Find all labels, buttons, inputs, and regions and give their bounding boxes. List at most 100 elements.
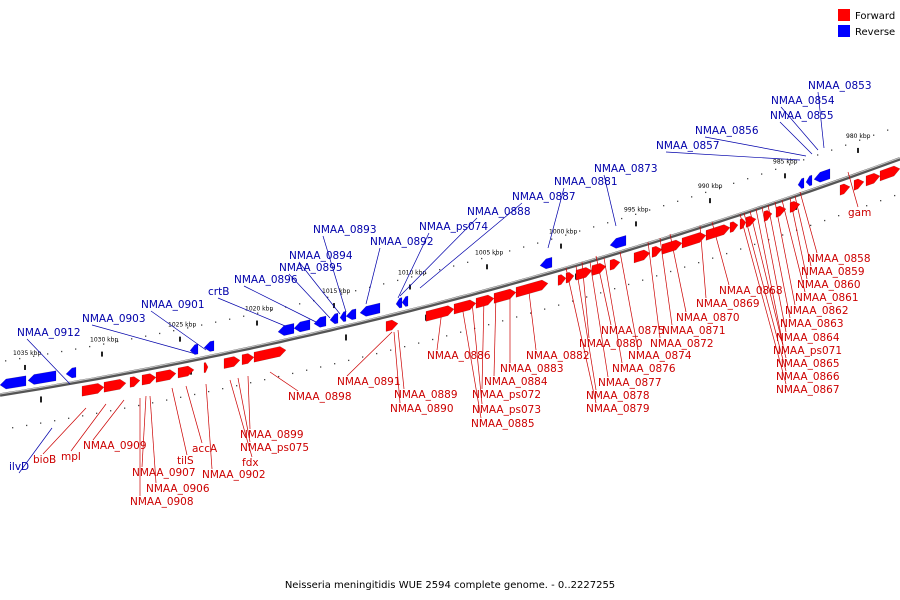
guide-dot-lower	[12, 427, 14, 429]
kbp-tick-mark	[24, 364, 26, 370]
forward-leader-line	[761, 206, 787, 333]
guide-dot-upper	[719, 187, 721, 189]
forward-leader-line	[149, 395, 157, 484]
guide-dot-upper	[495, 254, 497, 256]
guide-dot-lower	[278, 375, 280, 378]
reverse-gene-label: NMAA_0887	[512, 191, 576, 203]
reverse-leader-line	[91, 324, 197, 355]
reverse-leader-line	[547, 187, 565, 249]
guide-dot-upper	[215, 321, 217, 323]
tick-layer: 980 kbp 985 kbp 990 kbp 995 kbp 1000 kbp 1005…	[5, 129, 896, 429]
forward-gene-label: NMAA_0898	[288, 391, 352, 403]
forward-leader-line	[743, 212, 787, 372]
kbp-tick-label: 1005 kbp	[475, 249, 503, 256]
guide-dot-lower	[124, 407, 126, 409]
forward-gene-label: NMAA_ps073	[472, 404, 541, 416]
guide-dot-lower	[880, 200, 882, 202]
forward-gene-arrow	[241, 353, 255, 366]
forward-gene-label: NMAA_0872	[650, 338, 714, 350]
reverse-leader-line	[397, 232, 430, 299]
forward-leader-line	[739, 213, 787, 385]
guide-dot-upper	[411, 276, 413, 278]
forward-gene-arrow	[775, 205, 787, 218]
forward-gene-arrow	[729, 221, 739, 233]
forward-gene-label: NMAA_0871	[662, 325, 726, 337]
forward-gene-arrow	[745, 215, 757, 228]
guide-dot-lower	[642, 279, 644, 281]
reverse-gene-label: NMAA_0903	[82, 313, 146, 325]
reverse-leader-line	[704, 136, 807, 157]
reverse-leader-line	[150, 310, 207, 351]
guide-dot-upper	[5, 360, 7, 362]
reverse-gene-label: ilvD	[9, 461, 29, 473]
forward-leader-line	[767, 204, 791, 319]
guide-dot-lower	[40, 422, 42, 424]
forward-gene-arrow	[661, 239, 683, 255]
guide-dot-upper	[747, 178, 749, 180]
forward-gene-arrow	[385, 319, 399, 332]
kbp-tick-label: 1000 kbp	[549, 229, 577, 236]
guide-dot-upper	[453, 265, 455, 267]
guide-dot-lower	[334, 363, 336, 365]
guide-dot-upper	[565, 234, 567, 236]
guide-dot-lower	[810, 224, 812, 227]
forward-gene-arrow	[565, 271, 575, 284]
reverse-gene-label: NMAA_0853	[808, 80, 872, 92]
guide-dot-upper	[579, 230, 581, 232]
guide-dot-lower	[138, 404, 140, 407]
kbp-tick-label: 1020 kbp	[245, 306, 273, 313]
kbp-tick-mark	[333, 303, 335, 309]
guide-dot-lower	[754, 243, 756, 246]
guide-dot-upper	[523, 246, 525, 248]
reverse-gene-arrow	[359, 302, 381, 317]
forward-gene-arrow	[177, 365, 195, 379]
guide-dot-upper	[607, 222, 609, 224]
forward-leader-line	[749, 210, 787, 359]
reverse-leader-line	[780, 106, 819, 151]
reverse-gene-label: NMAA_0873	[594, 163, 658, 175]
forward-gene-label: NMAA_0890	[390, 403, 454, 415]
guide-dot-upper	[789, 163, 791, 166]
forward-leader-line	[397, 329, 405, 390]
forward-gene-label: NMAA_0886	[427, 350, 491, 362]
forward-leader-line	[247, 375, 251, 430]
forward-leader-line	[603, 257, 623, 364]
kbp-tick-mark	[486, 264, 488, 270]
kbp-tick-label: 1015 kbp	[322, 288, 350, 295]
forward-gene-arrow	[129, 376, 141, 388]
forward-gene-label: NMAA_0909	[83, 440, 147, 452]
reverse-leader-line	[298, 261, 341, 315]
forward-gene-label: NMAA_0874	[628, 350, 692, 362]
forward-leader-line	[527, 283, 537, 351]
forward-gene-arrow	[681, 232, 707, 249]
forward-leader-line	[70, 403, 107, 452]
forward-leader-line	[42, 407, 87, 455]
guide-dot-upper	[761, 173, 763, 175]
guide-dot-upper	[159, 332, 161, 335]
forward-gene-arrow	[203, 362, 209, 374]
kbp-tick-mark	[709, 198, 711, 204]
forward-leader-line	[269, 371, 299, 392]
reverse-leader-line	[399, 217, 478, 297]
forward-gene-arrow	[879, 165, 900, 182]
guide-dot-lower	[432, 338, 434, 341]
guide-dot-lower	[362, 356, 364, 358]
reverse-gene-arrow	[313, 315, 327, 328]
reverse-leader-line	[817, 91, 825, 149]
forward-leader-line	[774, 201, 796, 306]
guide-dot-lower	[54, 420, 56, 422]
guide-dot-lower	[96, 412, 98, 414]
forward-gene-label: gam	[848, 207, 871, 219]
leader-lines	[18, 91, 859, 496]
guide-dot-lower	[502, 320, 504, 322]
forward-gene-arrow	[575, 267, 593, 281]
forward-gene-label: NMAA_0860	[797, 279, 861, 291]
reverse-gene-label: crtB	[208, 286, 229, 298]
forward-gene-label: NMAA_0868	[719, 285, 783, 297]
reverse-gene-arrow	[0, 375, 27, 390]
guide-dot-upper	[397, 279, 399, 282]
guide-dot-lower	[348, 359, 350, 362]
legend-forward-label: Forward	[855, 11, 895, 22]
guide-dot-upper	[551, 238, 553, 240]
guide-dot-upper	[131, 338, 133, 340]
